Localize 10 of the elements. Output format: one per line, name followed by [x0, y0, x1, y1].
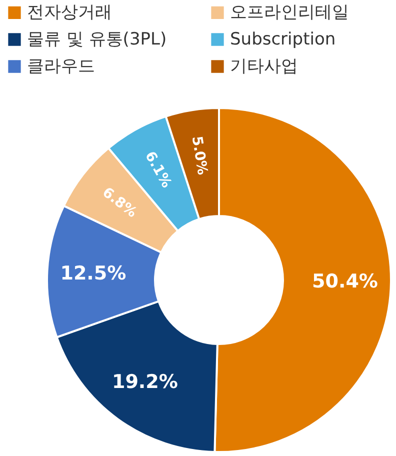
legend-label: 물류 및 유통(3PL) — [27, 30, 167, 50]
data-label: 50.4% — [312, 270, 378, 293]
data-label: 5.0% — [188, 135, 210, 176]
data-label: 19.2% — [112, 370, 178, 393]
legend-label: 기타사업 — [230, 56, 298, 76]
legend-label: 전자상거래 — [27, 2, 112, 23]
data-label: 12.5% — [60, 262, 126, 284]
legend-label: 클라우드 — [27, 56, 95, 76]
legend-label: 오프라인리테일 — [230, 2, 349, 23]
legend-label: Subscription — [230, 30, 336, 50]
